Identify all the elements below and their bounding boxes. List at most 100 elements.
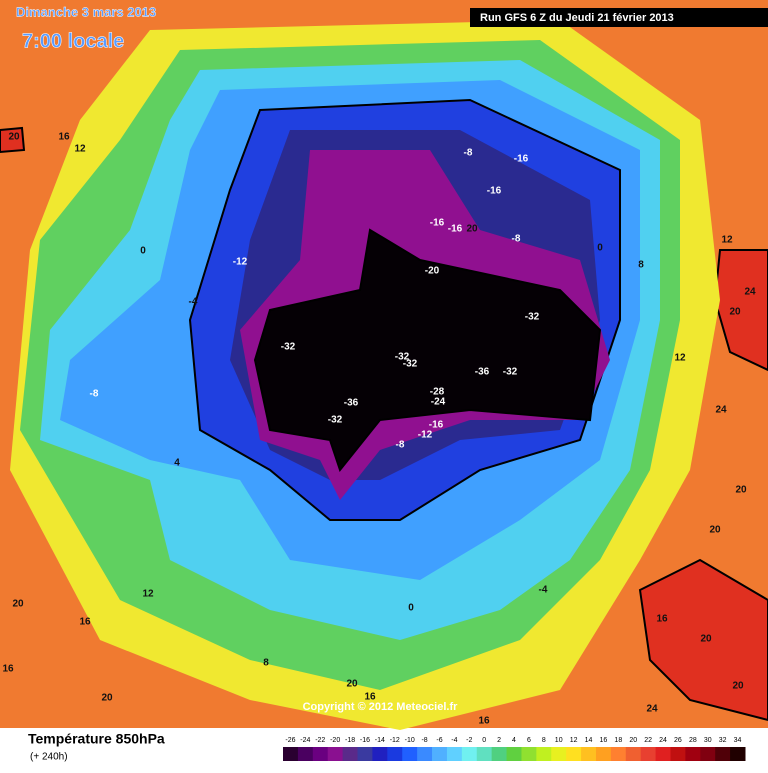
scale-label: 2 [497,737,501,744]
contour-label: -32 [395,352,410,363]
scale-label: 6 [527,737,531,744]
scale-label: 34 [734,737,742,744]
contour-label: -16 [514,154,529,165]
contour-label: 20 [8,132,20,143]
scale-swatch [476,747,493,761]
scale-label: -20 [330,737,340,744]
contour-label: -12 [233,257,248,268]
scale-swatch [506,747,522,761]
contour-label: 24 [646,704,658,715]
contour-label: 16 [2,664,14,675]
scale-label: -16 [360,737,370,744]
contour-label: 20 [735,485,747,496]
scale-label: 14 [585,737,593,744]
scale-swatch [595,747,612,761]
scale-label: -18 [345,737,355,744]
scale-swatch [402,747,418,761]
contour-label: -32 [403,359,418,370]
scale-label: 26 [674,737,682,744]
contour-label: -8 [464,148,473,159]
scale-label: 12 [570,737,578,744]
legend-subtitle: (+ 240h) [30,752,68,763]
scale-swatch [700,747,716,761]
contour-label: 8 [638,260,644,271]
scale-swatch [685,747,701,761]
time: 7:00 locale [22,30,124,52]
contour-label: 20 [346,679,358,690]
contour-label: 20 [729,307,741,318]
scale-swatch [327,747,344,761]
contour-label: -16 [430,218,445,229]
scale-label: 0 [482,737,486,744]
scale-swatch [551,747,567,761]
scale-label: 16 [600,737,608,744]
contour-label: -20 [425,266,440,277]
scale-label: 24 [659,737,667,744]
scale-swatch [521,747,537,761]
contour-label: 12 [74,144,86,155]
scale-swatch [536,747,552,761]
contour-label: 16 [478,716,490,727]
contour-label: 4 [174,458,180,469]
contour-label: -36 [344,398,359,409]
scale-swatch [283,747,299,761]
contour-label: 20 [732,681,744,692]
contour-label: 24 [744,287,756,298]
scale-label: 10 [555,737,563,744]
scale-swatch [461,747,478,761]
scale-swatch [432,747,448,761]
scale-label: -6 [436,737,442,744]
zone-black [253,228,602,473]
scale-label: -8 [421,737,427,744]
scale-label: -12 [390,737,400,744]
contour-label: 20 [466,224,478,235]
scale-label: 8 [542,737,546,744]
contour-label: 20 [101,693,113,704]
scale-label: 22 [644,737,652,744]
contour-label: 0 [140,246,146,257]
scale-swatch [297,747,314,761]
scale-label: 32 [719,737,727,744]
contour-label: -32 [503,367,518,378]
scale-label: -10 [405,737,415,744]
copyright: Copyright © 2012 Meteociel.fr [303,701,459,713]
date: Dimanche 3 mars 2013 [16,4,156,19]
scale-label: 20 [629,737,637,744]
contour-label: -8 [90,389,99,400]
contour-label: -16 [448,224,463,235]
contour-label: 16 [79,617,91,628]
color-scale: -26 -24 -22 -20 -18 -16 -14 -12 -10 -8 -6 -4 -2 0 2 4 6 8… [283,737,746,761]
scale-swatch [342,747,359,761]
scale-swatch [446,747,463,761]
scale-swatch [610,747,627,761]
contour-label: 24 [715,405,727,416]
contour-label: 16 [364,692,376,703]
contour-label: 0 [408,603,414,614]
scale-label: -24 [300,737,310,744]
contour-label: 20 [709,525,721,536]
contour-label: -8 [512,234,521,245]
contour-label: -12 [418,430,433,441]
contour-label: 16 [58,132,70,143]
scale-swatch [372,747,388,761]
scale-label: 30 [704,737,712,744]
contour-label: 20 [12,599,24,610]
run-info: Run GFS 6 Z du Jeudi 21 février 2013 [480,12,674,24]
contour-label: -24 [431,397,446,408]
contour-label: -16 [429,420,444,431]
scale-label: -22 [315,737,325,744]
scale-swatch [640,747,657,761]
contour-label: -32 [328,415,343,426]
contour-label: -8 [396,440,405,451]
contour-label: -4 [189,297,198,308]
scale-label: -2 [466,737,472,744]
scale-label: -14 [375,737,385,744]
scale-swatch [670,747,686,761]
scale-swatch [312,747,329,761]
scale-swatch [566,747,582,761]
scale-label: 18 [614,737,622,744]
scale-label: -26 [285,737,295,744]
